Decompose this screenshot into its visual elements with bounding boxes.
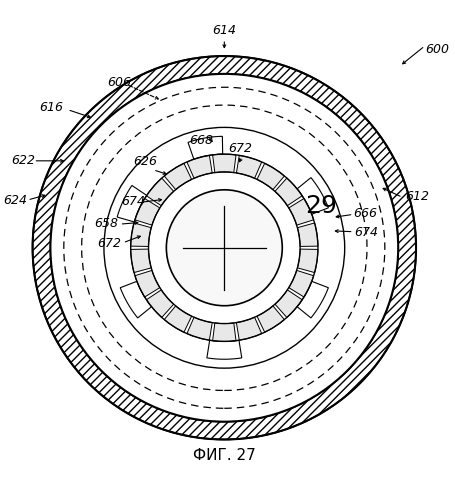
Wedge shape: [58, 334, 91, 371]
Wedge shape: [358, 334, 390, 371]
Wedge shape: [275, 290, 302, 318]
Wedge shape: [212, 154, 236, 172]
Wedge shape: [388, 278, 413, 314]
Text: 672: 672: [228, 142, 252, 154]
Text: ФИГ. 27: ФИГ. 27: [193, 448, 256, 464]
Wedge shape: [77, 360, 112, 394]
Wedge shape: [311, 82, 348, 114]
Text: 616: 616: [39, 101, 63, 114]
Wedge shape: [358, 124, 390, 161]
Text: 674: 674: [354, 226, 379, 238]
Wedge shape: [128, 398, 165, 428]
Wedge shape: [135, 270, 160, 297]
Wedge shape: [77, 101, 112, 136]
Circle shape: [167, 190, 282, 306]
Wedge shape: [336, 360, 371, 394]
Wedge shape: [289, 198, 313, 225]
Wedge shape: [131, 223, 151, 246]
Wedge shape: [131, 249, 151, 272]
PathPatch shape: [297, 178, 329, 214]
Wedge shape: [212, 323, 236, 342]
Wedge shape: [33, 214, 53, 248]
Wedge shape: [298, 223, 318, 246]
Wedge shape: [33, 248, 53, 281]
Text: 614: 614: [212, 24, 236, 37]
Wedge shape: [224, 419, 258, 440]
Wedge shape: [191, 56, 224, 76]
Wedge shape: [336, 101, 371, 136]
Circle shape: [51, 74, 398, 422]
Wedge shape: [289, 270, 313, 297]
Wedge shape: [395, 214, 416, 248]
Wedge shape: [35, 278, 61, 314]
Wedge shape: [44, 307, 74, 344]
Text: 624: 624: [4, 194, 28, 207]
Wedge shape: [375, 307, 404, 344]
Circle shape: [33, 56, 416, 440]
Wedge shape: [159, 411, 194, 436]
Wedge shape: [187, 156, 212, 178]
Wedge shape: [298, 249, 318, 272]
Text: 672: 672: [97, 237, 121, 250]
Wedge shape: [284, 68, 320, 97]
PathPatch shape: [120, 282, 152, 318]
Text: 668: 668: [189, 134, 213, 147]
Circle shape: [131, 154, 318, 342]
PathPatch shape: [297, 282, 329, 318]
PathPatch shape: [207, 340, 242, 359]
Wedge shape: [375, 152, 404, 188]
Wedge shape: [224, 56, 258, 76]
Wedge shape: [101, 381, 137, 414]
Text: 622: 622: [11, 154, 35, 168]
Wedge shape: [44, 152, 74, 188]
Wedge shape: [254, 59, 290, 84]
Text: 29: 29: [305, 194, 337, 218]
Text: 658: 658: [94, 216, 118, 230]
Text: 626: 626: [133, 156, 157, 168]
Wedge shape: [284, 398, 320, 428]
Wedge shape: [257, 306, 284, 332]
PathPatch shape: [188, 136, 222, 159]
Text: 612: 612: [405, 190, 429, 203]
Wedge shape: [164, 164, 192, 190]
Wedge shape: [135, 198, 160, 225]
Wedge shape: [147, 290, 174, 318]
Wedge shape: [395, 248, 416, 281]
Wedge shape: [275, 178, 302, 206]
Wedge shape: [164, 306, 192, 332]
Wedge shape: [237, 318, 262, 340]
Wedge shape: [128, 68, 165, 97]
Text: 600: 600: [425, 42, 449, 56]
Wedge shape: [147, 178, 174, 206]
Wedge shape: [101, 82, 137, 114]
Text: 674: 674: [121, 196, 145, 208]
Wedge shape: [35, 182, 61, 218]
Wedge shape: [58, 124, 91, 161]
Wedge shape: [237, 156, 262, 178]
Wedge shape: [254, 411, 290, 436]
Text: 606: 606: [107, 76, 131, 90]
Wedge shape: [191, 419, 224, 440]
Wedge shape: [388, 182, 413, 218]
Wedge shape: [311, 381, 348, 414]
Wedge shape: [187, 318, 212, 340]
Wedge shape: [257, 164, 284, 190]
Text: 666: 666: [354, 207, 378, 220]
PathPatch shape: [33, 56, 416, 440]
Wedge shape: [159, 59, 194, 84]
PathPatch shape: [117, 186, 147, 222]
